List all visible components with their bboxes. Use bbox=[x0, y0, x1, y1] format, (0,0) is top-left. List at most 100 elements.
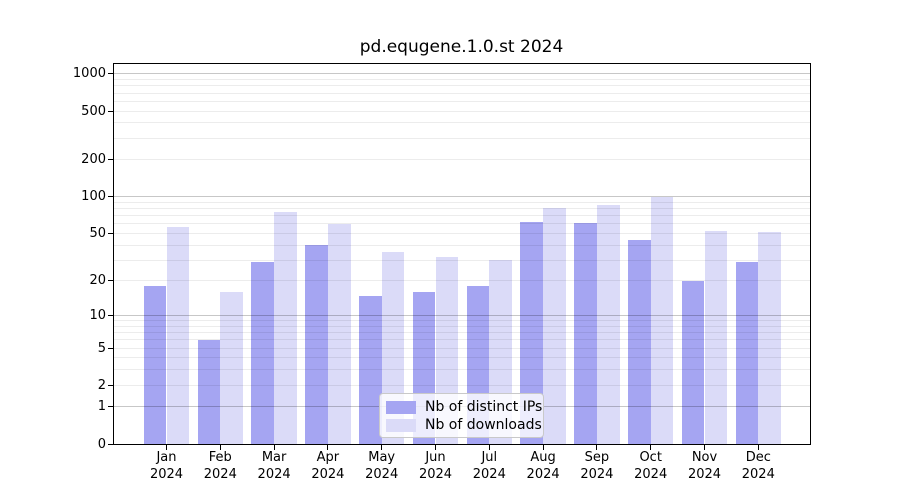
x-tick-month: Mar bbox=[261, 450, 287, 465]
x-tick-year: 2024 bbox=[365, 467, 399, 482]
bar-ips-jan bbox=[143, 286, 167, 444]
gridline-minor-80 bbox=[113, 208, 810, 210]
gridline-minor-4 bbox=[113, 357, 810, 359]
bar-ips-mar bbox=[251, 261, 275, 444]
x-tick-year: 2024 bbox=[149, 467, 184, 482]
gridline-minor-30 bbox=[113, 259, 810, 261]
y-tick-200 bbox=[108, 159, 113, 161]
x-tick-year: 2024 bbox=[418, 467, 453, 482]
y-tick-5 bbox=[108, 347, 113, 349]
gridline-minor-2 bbox=[113, 384, 810, 386]
y-tick-label-200: 200 bbox=[81, 152, 106, 168]
gridline-minor-8 bbox=[113, 325, 810, 327]
y-tick-label-500: 500 bbox=[81, 103, 106, 119]
x-tick-month: Dec bbox=[745, 450, 771, 465]
bar-downloads-feb bbox=[220, 292, 243, 444]
x-tick-jan bbox=[166, 445, 167, 450]
x-tick-label-jul: Jul 2024 bbox=[461, 449, 517, 483]
x-tick-year: 2024 bbox=[203, 467, 237, 482]
y-tick-1 bbox=[108, 406, 113, 408]
bar-downloads-nov bbox=[704, 231, 728, 444]
x-tick-label-sep: Sep 2024 bbox=[569, 449, 625, 483]
y-tick-label-20: 20 bbox=[89, 273, 106, 289]
bar-ips-feb bbox=[197, 339, 221, 444]
x-tick-feb bbox=[219, 445, 221, 450]
gridline-minor-20 bbox=[113, 280, 810, 282]
bar-downloads-mar bbox=[274, 212, 297, 444]
y-tick-50 bbox=[108, 232, 113, 234]
gridline-minor-6 bbox=[113, 339, 810, 341]
gridline-minor-90 bbox=[113, 201, 810, 203]
y-tick-label-1: 1 bbox=[97, 399, 106, 415]
x-tick-year: 2024 bbox=[311, 467, 345, 482]
y-tick-0 bbox=[108, 443, 113, 445]
y-tick-100 bbox=[108, 196, 113, 198]
y-tick-label-5: 5 bbox=[97, 340, 106, 356]
x-tick-mar bbox=[273, 445, 275, 450]
gridline-minor-40 bbox=[113, 244, 810, 246]
x-tick-year: 2024 bbox=[257, 467, 291, 482]
x-tick-month: Oct bbox=[639, 450, 662, 465]
gridline-minor-200 bbox=[113, 159, 810, 161]
legend-row-downloads: Nb of downloads bbox=[386, 417, 542, 433]
x-tick-jul bbox=[488, 445, 490, 450]
x-tick-label-mar: Mar 2024 bbox=[246, 449, 302, 483]
bar-ips-may bbox=[359, 295, 382, 444]
x-tick-jun bbox=[435, 445, 436, 450]
bar-downloads-jan bbox=[166, 226, 190, 444]
x-tick-month: Jan bbox=[156, 450, 177, 465]
x-tick-month: Nov bbox=[691, 450, 718, 465]
legend-row-ips: Nb of distinct IPs bbox=[386, 399, 542, 415]
bar-ips-apr bbox=[305, 245, 328, 444]
bar-downloads-aug bbox=[543, 207, 566, 444]
x-tick-month: May bbox=[368, 450, 396, 465]
gridline-minor-900 bbox=[113, 79, 810, 81]
legend-swatch-ips bbox=[386, 400, 416, 414]
x-tick-month: Jun bbox=[425, 450, 446, 465]
x-tick-label-jun: Jun 2024 bbox=[408, 449, 464, 483]
x-tick-label-jan: Jan 2024 bbox=[139, 449, 195, 483]
x-tick-apr bbox=[327, 445, 329, 450]
x-tick-label-feb: Feb 2024 bbox=[192, 449, 248, 483]
x-tick-nov bbox=[704, 445, 705, 450]
legend: Nb of distinct IPs Nb of downloads bbox=[379, 393, 544, 438]
y-tick-label-10: 10 bbox=[89, 308, 106, 324]
gridline-minor-700 bbox=[113, 92, 810, 94]
gridline-minor-400 bbox=[113, 122, 810, 124]
x-tick-month: Feb bbox=[208, 450, 232, 465]
x-tick-oct bbox=[650, 445, 652, 450]
x-tick-label-dec: Dec 2024 bbox=[730, 449, 786, 483]
gridline-minor-50 bbox=[113, 232, 810, 234]
gridline-minor-600 bbox=[113, 100, 810, 102]
legend-swatch-downloads bbox=[386, 418, 416, 432]
x-tick-label-aug: Aug 2024 bbox=[515, 449, 571, 483]
gridline-minor-3 bbox=[113, 369, 810, 371]
y-tick-10 bbox=[108, 315, 113, 317]
bar-downloads-oct bbox=[650, 196, 674, 444]
gridline-minor-5 bbox=[113, 347, 810, 349]
x-tick-year: 2024 bbox=[526, 467, 560, 482]
bar-ips-nov bbox=[681, 280, 705, 444]
y-tick-label-2: 2 bbox=[97, 377, 106, 393]
y-tick-20 bbox=[108, 280, 113, 282]
gridline-minor-9 bbox=[113, 320, 810, 322]
y-tick-label-50: 50 bbox=[89, 225, 106, 241]
x-tick-label-nov: Nov 2024 bbox=[677, 449, 733, 483]
x-tick-may bbox=[381, 445, 383, 450]
x-tick-month: Aug bbox=[530, 450, 556, 465]
gridline-major-100 bbox=[113, 196, 810, 198]
legend-label-downloads: Nb of downloads bbox=[425, 417, 542, 433]
y-tick-label-0: 0 bbox=[97, 436, 106, 452]
legend-label-ips: Nb of distinct IPs bbox=[425, 399, 543, 415]
gridline-minor-500 bbox=[113, 110, 810, 112]
bar-downloads-sep bbox=[596, 204, 620, 444]
x-tick-year: 2024 bbox=[580, 467, 614, 482]
gridline-major-10 bbox=[113, 315, 810, 317]
x-tick-year: 2024 bbox=[634, 467, 668, 482]
gridline-minor-300 bbox=[113, 137, 810, 139]
x-tick-sep bbox=[596, 445, 598, 450]
x-tick-year: 2024 bbox=[472, 467, 506, 482]
x-tick-label-apr: Apr 2024 bbox=[300, 449, 356, 483]
bar-ips-aug bbox=[520, 222, 544, 444]
